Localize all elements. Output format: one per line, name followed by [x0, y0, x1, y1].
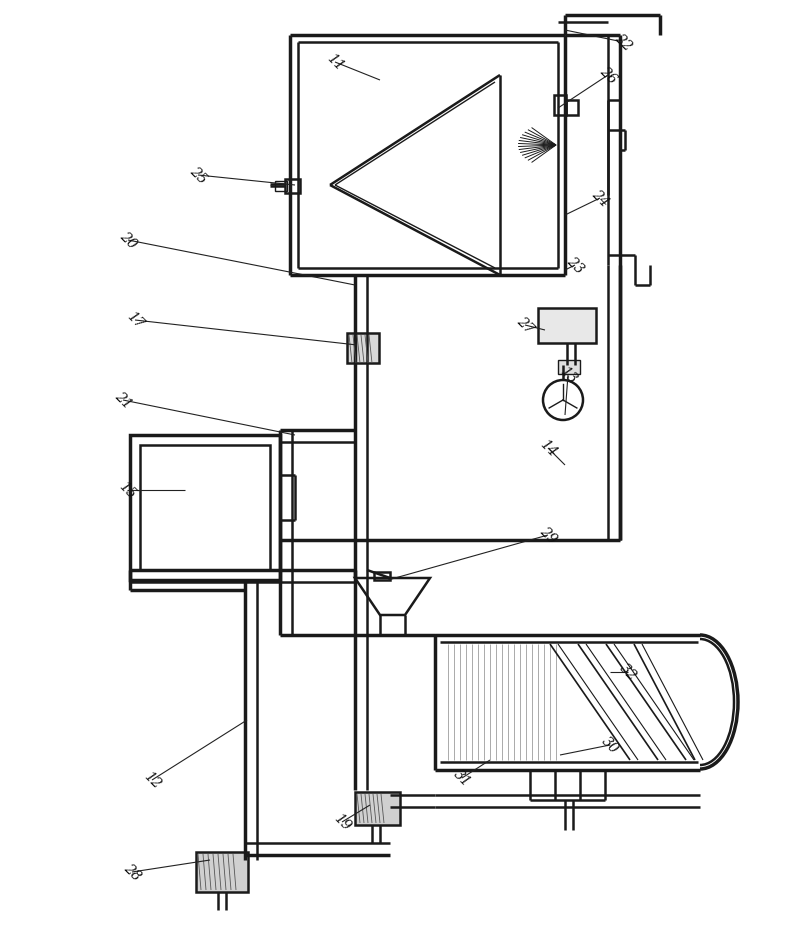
- Text: 21: 21: [112, 389, 134, 412]
- Bar: [130, 435, 280, 580]
- Text: 28: 28: [121, 861, 143, 884]
- Bar: [558, 360, 580, 374]
- Bar: [275, 181, 287, 191]
- Bar: [566, 100, 578, 115]
- Bar: [196, 852, 248, 892]
- Text: 20: 20: [117, 229, 139, 252]
- Text: 26: 26: [597, 64, 619, 87]
- Text: 32: 32: [617, 660, 639, 683]
- Bar: [285, 179, 300, 193]
- Text: 11: 11: [324, 51, 346, 73]
- Text: 13: 13: [557, 364, 579, 386]
- Text: 14: 14: [537, 437, 559, 460]
- Bar: [347, 333, 379, 363]
- Text: 19: 19: [330, 811, 354, 834]
- Text: 22: 22: [612, 31, 634, 54]
- Text: 25: 25: [186, 164, 210, 187]
- Text: 12: 12: [141, 769, 163, 791]
- Bar: [355, 792, 400, 825]
- Text: 23: 23: [564, 253, 586, 276]
- Text: 24: 24: [589, 187, 611, 209]
- Text: 17: 17: [124, 309, 146, 332]
- Bar: [538, 308, 596, 343]
- Bar: [140, 445, 270, 570]
- Bar: [554, 95, 566, 115]
- Text: 31: 31: [450, 767, 474, 789]
- Text: 30: 30: [598, 734, 622, 756]
- Bar: [374, 572, 390, 580]
- Text: 27: 27: [514, 314, 536, 336]
- Text: 15: 15: [116, 479, 138, 501]
- Text: 29: 29: [537, 524, 559, 546]
